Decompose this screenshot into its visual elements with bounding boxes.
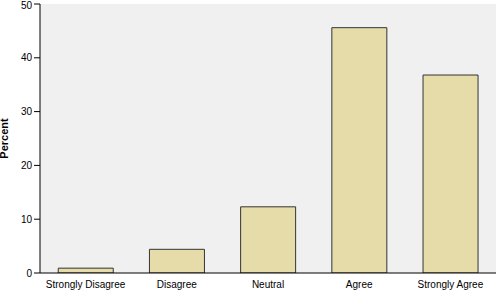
- svg-text:Strongly Agree: Strongly Agree: [418, 279, 484, 290]
- svg-text:40: 40: [21, 52, 33, 63]
- svg-text:Disagree: Disagree: [157, 279, 197, 290]
- svg-text:50: 50: [21, 0, 33, 11]
- svg-text:Strongly Disagree: Strongly Disagree: [46, 279, 126, 290]
- svg-text:20: 20: [21, 160, 33, 171]
- svg-text:30: 30: [21, 106, 33, 117]
- svg-text:10: 10: [21, 214, 33, 225]
- svg-text:Agree: Agree: [346, 279, 373, 290]
- svg-text:0: 0: [26, 268, 32, 279]
- svg-text:Neutral: Neutral: [252, 279, 284, 290]
- svg-text:Percent: Percent: [8, 118, 10, 159]
